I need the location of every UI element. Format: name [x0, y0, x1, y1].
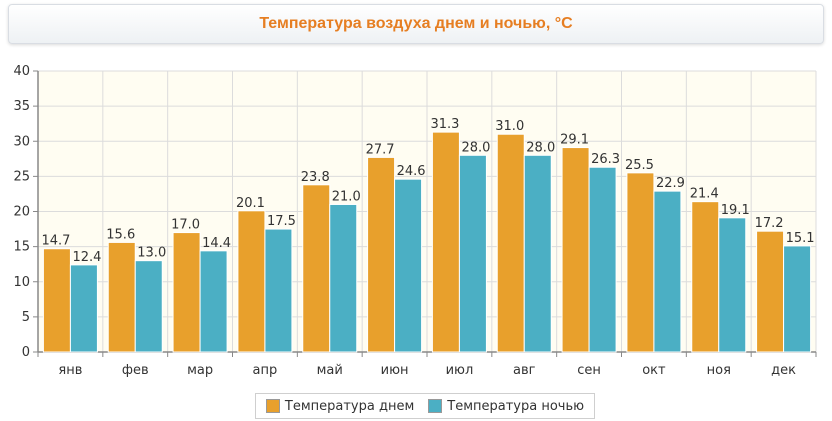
data-label-night: 28.0: [461, 140, 490, 155]
bar-day: [302, 184, 331, 353]
x-tick-label: авг: [513, 363, 536, 378]
data-label-night: 24.6: [397, 164, 426, 179]
bar-day: [237, 210, 266, 353]
x-tick-label: май: [317, 363, 343, 378]
data-label-day: 27.7: [366, 142, 395, 157]
bar-night: [458, 154, 487, 353]
x-tick-label: апр: [253, 363, 278, 378]
data-label-night: 22.9: [656, 176, 685, 191]
data-label-day: 31.3: [430, 117, 459, 132]
legend-label-day: Температура днем: [284, 398, 415, 414]
bar-night: [718, 217, 747, 353]
data-label-night: 12.4: [72, 250, 101, 265]
bar-day: [107, 241, 136, 353]
y-tick-label: 30: [13, 134, 30, 149]
y-tick-label: 15: [13, 240, 30, 255]
x-tick-label: мар: [187, 363, 213, 378]
bar-day: [561, 147, 590, 353]
y-tick-label: 0: [22, 345, 30, 360]
data-label-day: 25.5: [625, 158, 654, 173]
bar-night: [329, 203, 358, 353]
data-label-day: 14.7: [41, 234, 70, 249]
x-tick-label: июл: [446, 363, 474, 378]
x-tick-label: окт: [642, 363, 666, 378]
bar-day: [496, 133, 525, 353]
data-label-night: 28.0: [526, 140, 555, 155]
data-label-day: 23.8: [301, 170, 330, 185]
legend-item-day[interactable]: Температура днем: [265, 398, 415, 414]
data-label-night: 13.0: [137, 246, 166, 261]
y-tick-label: 40: [13, 64, 30, 79]
y-tick-label: 35: [13, 99, 30, 114]
bar-night: [653, 190, 682, 353]
y-tick-label: 10: [13, 275, 30, 290]
x-tick-label: янв: [58, 363, 82, 378]
bar-day: [431, 131, 460, 353]
data-label-night: 19.1: [721, 203, 750, 218]
bar-night: [264, 228, 293, 353]
data-label-night: 15.1: [786, 231, 815, 246]
x-tick-label: сен: [577, 363, 601, 378]
y-tick-label: 5: [22, 310, 30, 325]
bar-night: [588, 166, 617, 353]
bar-day: [626, 172, 655, 353]
data-label-day: 29.1: [560, 133, 589, 148]
bar-night: [199, 250, 228, 353]
data-label-night: 14.4: [202, 236, 231, 251]
chart-title: Температура воздуха днем и ночью, °C: [259, 15, 573, 32]
data-label-night: 17.5: [267, 214, 296, 229]
x-tick-label: фев: [122, 363, 149, 378]
bar-night: [523, 154, 552, 353]
data-label-day: 17.0: [171, 218, 200, 233]
data-label-night: 26.3: [591, 152, 620, 167]
bar-day: [42, 248, 71, 353]
x-tick-label: июн: [381, 363, 409, 378]
legend-swatch-day: [265, 399, 280, 413]
x-tick-label: дек: [771, 363, 796, 378]
y-tick-label: 25: [13, 169, 30, 184]
bar-night: [134, 260, 163, 353]
chart-legend: Температура днем Температура ночью: [255, 393, 595, 419]
data-label-night: 21.0: [332, 189, 361, 204]
bar-day: [367, 156, 396, 353]
data-label-day: 15.6: [106, 227, 135, 242]
y-tick-label: 20: [13, 205, 30, 220]
data-label-day: 17.2: [755, 216, 784, 231]
legend-item-night[interactable]: Температура ночью: [428, 399, 584, 414]
bar-day: [172, 232, 201, 353]
bar-day: [756, 230, 785, 353]
data-label-day: 21.4: [690, 187, 719, 202]
chart-title-bar: Температура воздуха днем и ночью, °C: [8, 4, 824, 44]
bar-night: [69, 264, 98, 353]
x-tick-label: ноя: [707, 363, 731, 378]
bar-night: [394, 178, 423, 353]
data-label-day: 31.0: [495, 119, 524, 134]
bar-night: [783, 245, 812, 353]
data-label-day: 20.1: [236, 196, 265, 211]
legend-swatch-night: [428, 399, 443, 413]
bar-day: [691, 201, 720, 353]
legend-label-night: Температура ночью: [447, 398, 585, 414]
